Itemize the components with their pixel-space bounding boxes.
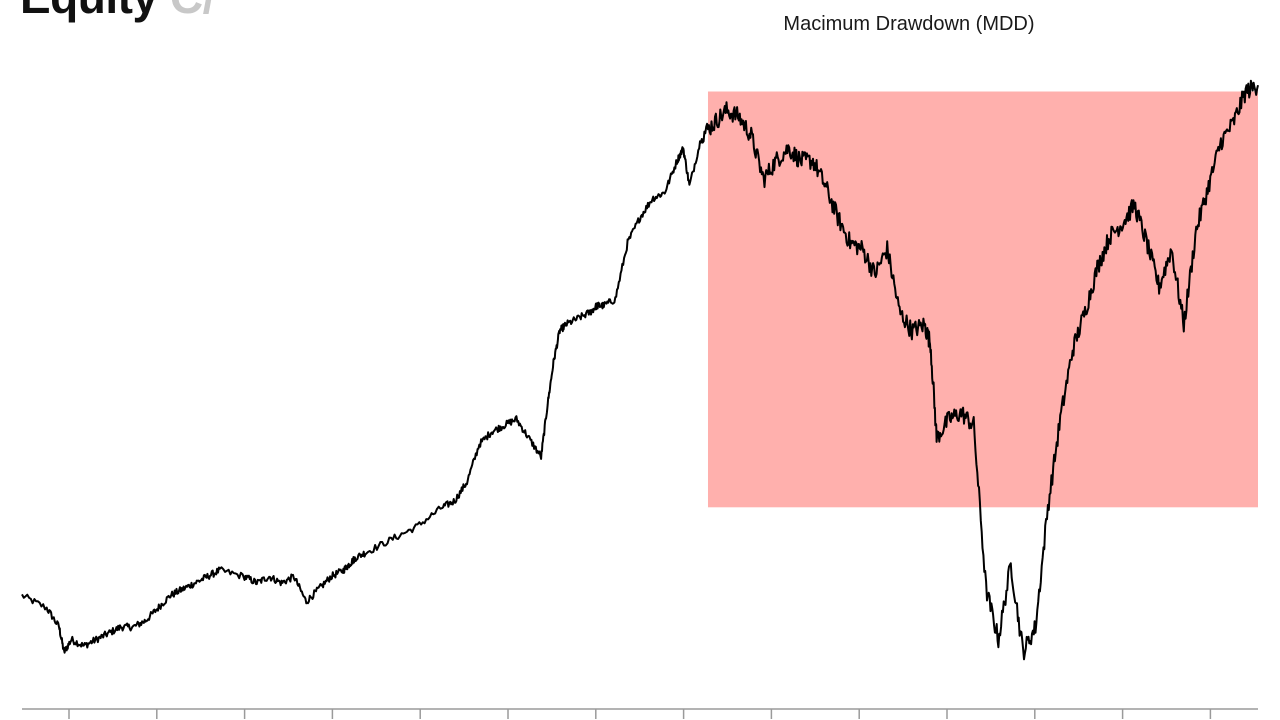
series-layer — [21, 79, 1259, 661]
mdd-annotation-label: Macimum Drawdown (MDD) — [783, 13, 1034, 35]
x-axis — [22, 708, 1258, 719]
page-title-main: Equity — [20, 0, 158, 23]
page-title-suffix: C/ — [170, 0, 216, 23]
equity-series-line — [21, 79, 1259, 661]
page-title: Equity C/ — [20, 0, 215, 24]
